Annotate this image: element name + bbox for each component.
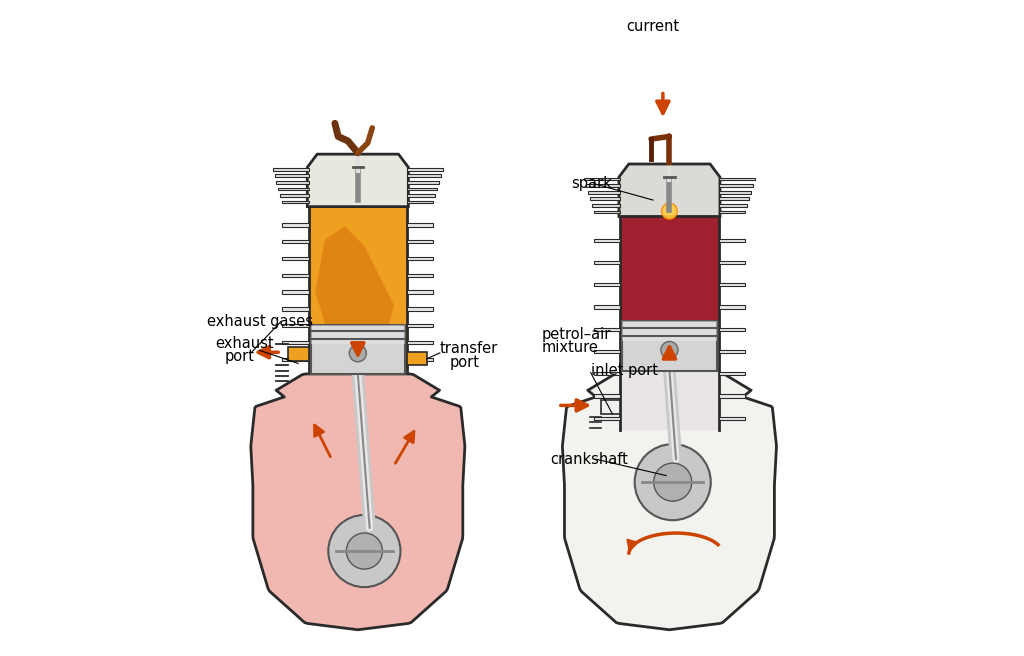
Polygon shape [408, 174, 441, 177]
Polygon shape [315, 226, 394, 344]
Polygon shape [621, 216, 719, 321]
Polygon shape [592, 204, 621, 207]
Text: petrol–air: petrol–air [542, 327, 611, 342]
Polygon shape [408, 240, 433, 243]
Polygon shape [408, 181, 439, 184]
Polygon shape [590, 197, 621, 200]
Polygon shape [308, 207, 408, 371]
Polygon shape [584, 178, 621, 180]
Polygon shape [594, 306, 621, 309]
Polygon shape [719, 372, 744, 375]
Polygon shape [719, 417, 744, 420]
Polygon shape [283, 340, 308, 344]
Polygon shape [719, 239, 744, 242]
Polygon shape [408, 307, 433, 310]
Polygon shape [310, 325, 406, 344]
Polygon shape [623, 321, 717, 371]
Circle shape [662, 203, 677, 219]
Polygon shape [594, 261, 621, 264]
Text: spark: spark [571, 176, 611, 191]
Text: exhaust gases: exhaust gases [207, 314, 313, 329]
Polygon shape [719, 261, 744, 264]
Polygon shape [594, 394, 621, 398]
Text: exhaust: exhaust [215, 337, 274, 351]
Polygon shape [408, 194, 435, 197]
Text: port: port [450, 355, 479, 369]
Polygon shape [408, 324, 433, 327]
Polygon shape [276, 181, 308, 184]
Polygon shape [408, 291, 433, 294]
Polygon shape [408, 224, 433, 227]
Polygon shape [283, 358, 308, 361]
Polygon shape [719, 350, 744, 353]
Polygon shape [562, 374, 776, 630]
Polygon shape [408, 352, 427, 365]
Polygon shape [719, 211, 744, 213]
Polygon shape [719, 283, 744, 287]
Polygon shape [283, 201, 308, 203]
Polygon shape [272, 168, 308, 171]
Circle shape [660, 341, 678, 358]
Polygon shape [594, 327, 621, 331]
Polygon shape [251, 374, 465, 630]
Circle shape [653, 463, 692, 501]
Polygon shape [283, 240, 308, 243]
Polygon shape [594, 239, 621, 242]
Text: current: current [627, 19, 680, 33]
Polygon shape [719, 204, 746, 207]
Polygon shape [281, 194, 308, 197]
Polygon shape [594, 350, 621, 353]
Text: inlet port: inlet port [591, 363, 657, 378]
Polygon shape [719, 184, 753, 187]
Polygon shape [288, 347, 308, 361]
Circle shape [349, 344, 367, 362]
Polygon shape [719, 394, 744, 398]
Text: mixture: mixture [542, 340, 598, 355]
Polygon shape [283, 224, 308, 227]
Polygon shape [618, 164, 720, 216]
Polygon shape [408, 340, 433, 344]
Polygon shape [307, 154, 409, 207]
Polygon shape [621, 371, 719, 430]
Polygon shape [719, 327, 744, 331]
Text: transfer: transfer [440, 342, 498, 356]
Polygon shape [594, 372, 621, 375]
Polygon shape [719, 306, 744, 309]
Polygon shape [594, 417, 621, 420]
Polygon shape [408, 358, 433, 361]
Polygon shape [600, 400, 621, 414]
Polygon shape [283, 257, 308, 260]
Text: port: port [224, 350, 255, 364]
Polygon shape [588, 191, 621, 194]
Polygon shape [623, 321, 717, 341]
Polygon shape [279, 188, 308, 190]
Polygon shape [408, 201, 433, 203]
Polygon shape [274, 174, 308, 177]
Polygon shape [408, 188, 437, 190]
Polygon shape [719, 197, 749, 200]
Polygon shape [283, 291, 308, 294]
Polygon shape [719, 191, 751, 194]
Polygon shape [594, 283, 621, 287]
Circle shape [329, 515, 400, 587]
Polygon shape [283, 274, 308, 277]
Polygon shape [408, 168, 443, 171]
Polygon shape [594, 211, 621, 213]
Polygon shape [310, 325, 406, 374]
Polygon shape [408, 274, 433, 277]
Polygon shape [283, 307, 308, 310]
Polygon shape [408, 257, 433, 260]
Polygon shape [283, 324, 308, 327]
Circle shape [635, 444, 711, 520]
Polygon shape [586, 184, 621, 187]
Text: crankshaft: crankshaft [550, 452, 628, 466]
Circle shape [346, 533, 382, 569]
Polygon shape [719, 178, 755, 180]
